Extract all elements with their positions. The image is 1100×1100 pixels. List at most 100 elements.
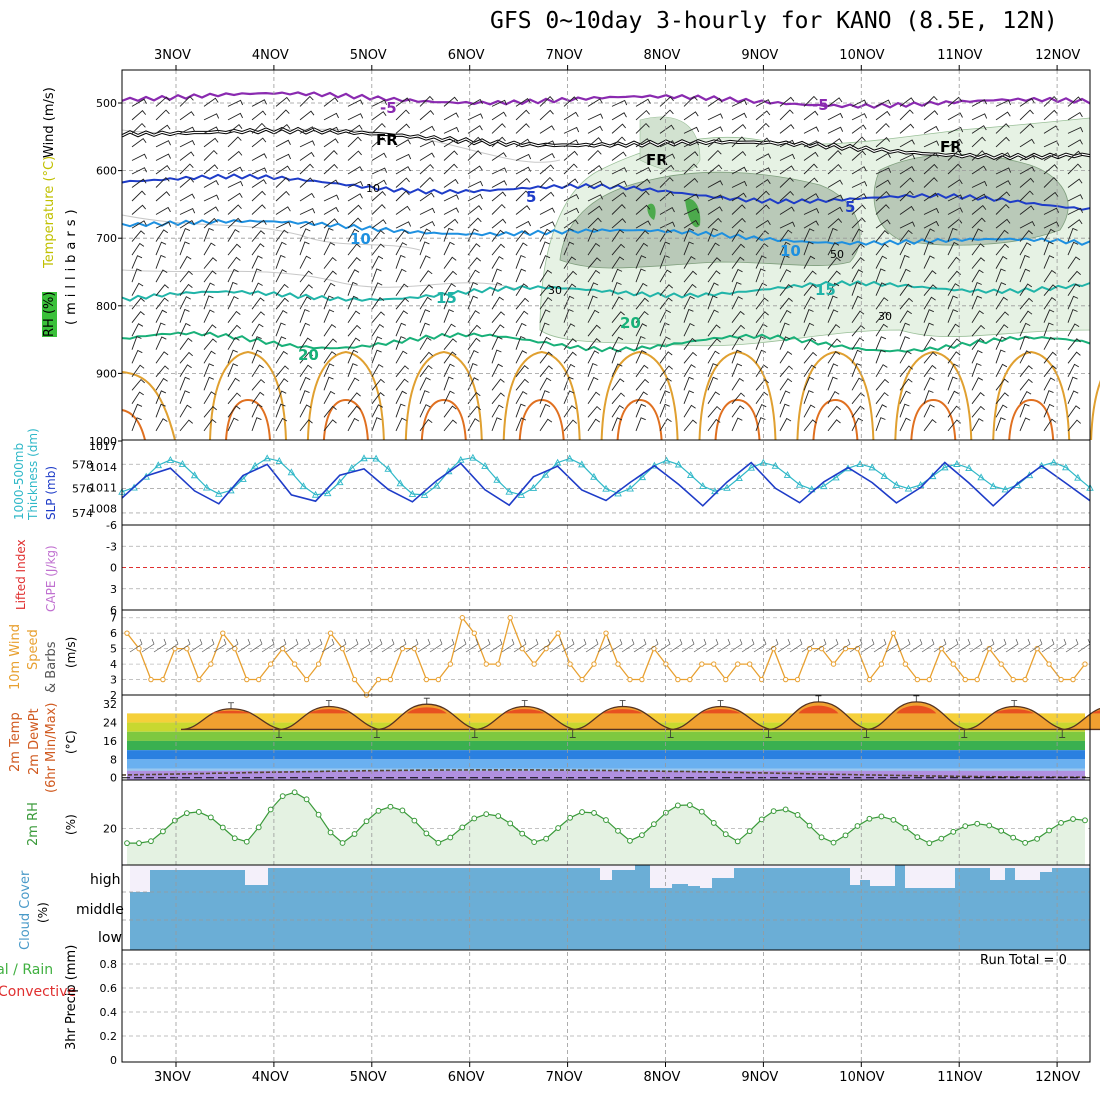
wind-barb bbox=[491, 378, 505, 391]
wind-barb bbox=[587, 269, 601, 283]
top-date-label: 11NOV bbox=[937, 48, 983, 63]
temp-dome bbox=[474, 705, 575, 731]
wind-barb bbox=[755, 190, 770, 202]
wind-barb bbox=[1067, 256, 1081, 269]
surface-wind-barb bbox=[945, 638, 959, 653]
wind-speed-point bbox=[208, 661, 214, 667]
wind-barb bbox=[251, 323, 264, 337]
bottom-date-label: 7NOV bbox=[545, 1070, 583, 1085]
wind-barb bbox=[707, 113, 724, 121]
wind-barb bbox=[731, 112, 747, 121]
thickness-point bbox=[650, 461, 659, 469]
wind-barb bbox=[515, 177, 531, 188]
thickness-point bbox=[384, 464, 392, 472]
wind-barb bbox=[131, 98, 147, 107]
wind-barb bbox=[587, 98, 603, 107]
wind-barb bbox=[779, 221, 796, 229]
wind-barb bbox=[923, 255, 935, 269]
wind-barb bbox=[251, 403, 263, 418]
wind-barb bbox=[491, 152, 507, 161]
wind-barb bbox=[995, 417, 1006, 432]
wind-barb bbox=[1019, 390, 1032, 405]
wind-barb bbox=[299, 255, 312, 269]
wind-speed-point bbox=[1082, 661, 1088, 667]
wind-speed-point bbox=[747, 661, 753, 667]
wind-barb bbox=[251, 179, 267, 188]
wind-barb bbox=[323, 218, 339, 229]
thickness-point bbox=[348, 463, 356, 471]
wind-barb bbox=[131, 403, 143, 418]
wind-barb bbox=[635, 242, 649, 256]
rh-point bbox=[842, 832, 849, 839]
bottom-date-label: 11NOV bbox=[937, 1070, 983, 1085]
wind-speed-point bbox=[1010, 676, 1016, 683]
wind-barb bbox=[299, 309, 310, 323]
wind-barb bbox=[251, 282, 263, 296]
wind-speed-point bbox=[447, 661, 454, 667]
wind-barb bbox=[323, 256, 337, 269]
wind-barb bbox=[131, 178, 147, 188]
surface-wind-barb bbox=[1053, 638, 1067, 653]
bottom-date-label: 12NOV bbox=[1035, 1070, 1081, 1085]
wind-barb bbox=[467, 269, 480, 283]
wind-barb bbox=[419, 390, 430, 404]
wind-barb bbox=[443, 227, 454, 242]
thickness-point bbox=[1062, 463, 1070, 471]
wind-barb bbox=[971, 204, 987, 215]
surface-wind-barb bbox=[345, 638, 359, 653]
wind-barb bbox=[419, 351, 433, 364]
wind-barb bbox=[299, 140, 316, 148]
wind-barb bbox=[803, 140, 820, 148]
rh-point bbox=[986, 822, 993, 829]
contour-label: 20 bbox=[620, 314, 641, 332]
wind-barb bbox=[1019, 166, 1035, 175]
wind-barb bbox=[275, 109, 290, 121]
wind-barb bbox=[323, 97, 339, 107]
wind-barb bbox=[299, 322, 311, 337]
wind-barb bbox=[323, 282, 336, 296]
bottom-date-label: 9NOV bbox=[741, 1070, 779, 1085]
rh-point bbox=[183, 810, 190, 817]
wind-barb bbox=[419, 163, 434, 175]
wind-barb bbox=[179, 283, 193, 296]
surface-wind-barb bbox=[681, 638, 695, 653]
wind-barb bbox=[491, 203, 506, 215]
wind-barb bbox=[1019, 109, 1034, 121]
temp-dome bbox=[866, 701, 967, 731]
rh-point bbox=[639, 832, 645, 839]
wind-barb bbox=[923, 177, 938, 188]
wind-barb bbox=[635, 268, 646, 283]
wind-barb bbox=[587, 242, 601, 256]
wind-barb bbox=[1043, 152, 1059, 161]
wind-barb bbox=[659, 124, 675, 134]
wind-barb bbox=[251, 268, 262, 283]
wind-barb bbox=[227, 405, 241, 418]
rh-point bbox=[495, 813, 502, 819]
wind-barb bbox=[707, 270, 721, 283]
wind-barb bbox=[419, 207, 436, 215]
wind-barb bbox=[155, 176, 170, 188]
wind-speed-point bbox=[1046, 661, 1052, 667]
temp-tick: 32 bbox=[103, 698, 117, 711]
cloud-level-high: high bbox=[90, 872, 121, 888]
wind-barb bbox=[803, 322, 815, 337]
wind-barb bbox=[539, 191, 555, 202]
wind-barb bbox=[515, 153, 532, 161]
wind-barb bbox=[707, 391, 720, 405]
wind-barb bbox=[227, 295, 239, 310]
wind-barb bbox=[827, 282, 840, 296]
wind-barb bbox=[707, 137, 723, 148]
temp-dome-peak bbox=[1092, 710, 1100, 714]
wind-barb bbox=[635, 153, 652, 161]
wind-barb bbox=[251, 417, 262, 432]
wind-barb bbox=[395, 153, 412, 161]
thickness-point bbox=[892, 480, 901, 488]
wind-barb bbox=[995, 111, 1011, 121]
wind-barb bbox=[875, 137, 891, 148]
surface-wind-barb bbox=[261, 638, 275, 653]
wind-barb bbox=[179, 337, 193, 350]
wind-barb bbox=[779, 229, 793, 242]
wind-barb bbox=[203, 418, 217, 432]
wind-barb bbox=[875, 179, 891, 188]
wind-barb bbox=[467, 405, 481, 418]
